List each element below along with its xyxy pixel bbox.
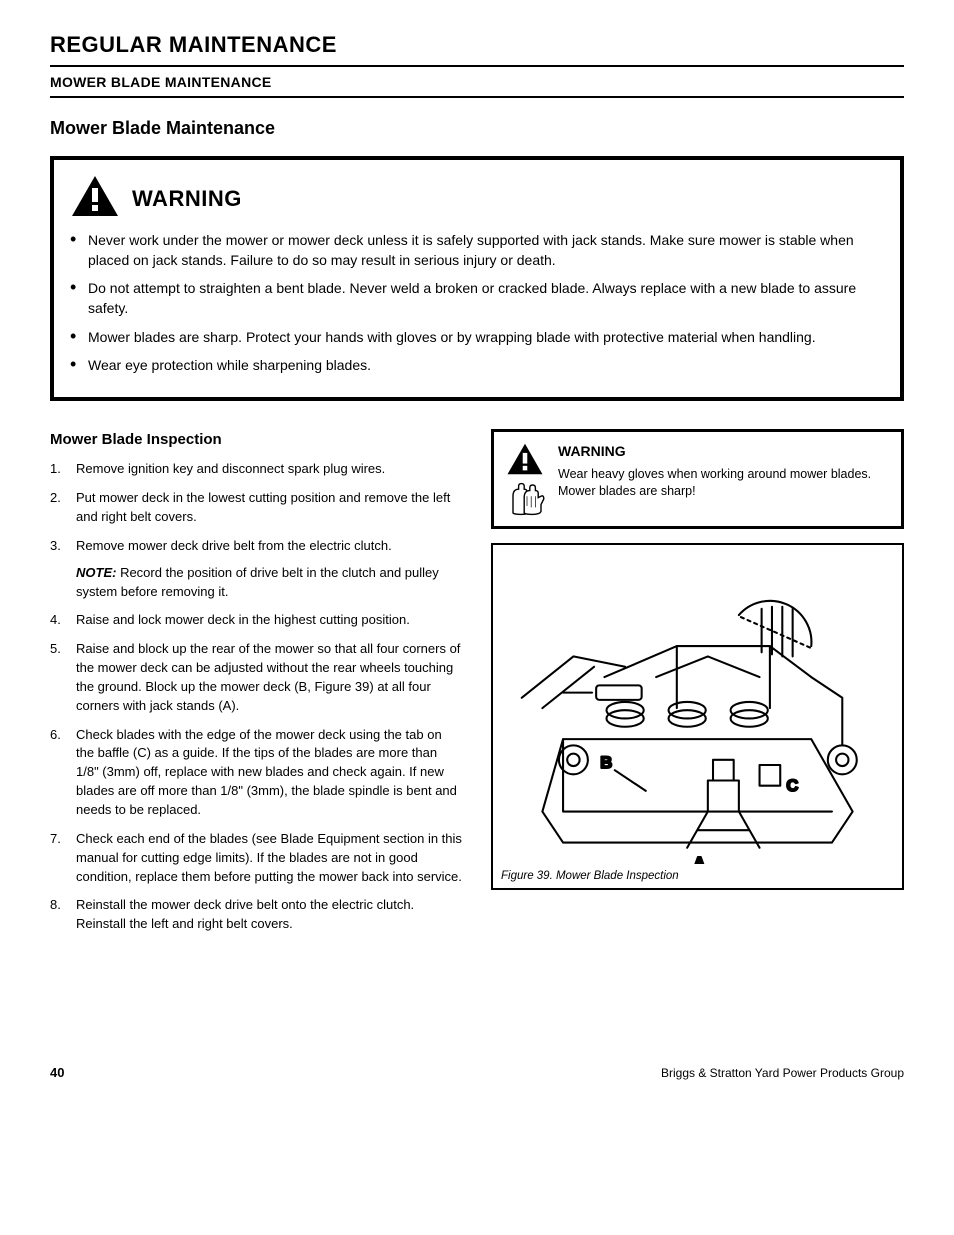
side-warning-body: Wear heavy gloves when working around mo… (558, 466, 889, 500)
gloves-icon (506, 482, 548, 516)
warning-triangle-icon (70, 174, 120, 218)
note: NOTE: Record the position of drive belt … (76, 564, 463, 602)
side-warning-icons (506, 442, 548, 516)
svg-text:B: B (600, 753, 612, 772)
side-warning-box: WARNING Wear heavy gloves when working a… (491, 429, 904, 529)
step-item: Check each end of the blades (see Blade … (50, 830, 463, 887)
two-column-region: Mower Blade Inspection Remove ignition k… (50, 429, 904, 944)
warning-item: Mower blades are sharp. Protect your han… (70, 327, 884, 347)
note-label: NOTE: (76, 565, 116, 580)
warning-box: WARNING Never work under the mower or mo… (50, 156, 904, 402)
step-item: Raise and lock mower deck in the highest… (50, 611, 463, 630)
page-subheader: MOWER BLADE MAINTENANCE (50, 73, 904, 99)
right-column: WARNING Wear heavy gloves when working a… (491, 429, 904, 889)
step-item: Remove ignition key and disconnect spark… (50, 460, 463, 479)
figure-box: A (491, 543, 904, 889)
page-subtitle: MOWER BLADE MAINTENANCE (50, 73, 904, 93)
step-item: Reinstall the mower deck drive belt onto… (50, 896, 463, 934)
warning-item: Never work under the mower or mower deck… (70, 230, 884, 271)
warning-header: WARNING (70, 174, 884, 218)
side-warning-text: WARNING Wear heavy gloves when working a… (558, 442, 889, 499)
svg-text:C: C (786, 776, 798, 795)
warning-item: Do not attempt to straighten a bent blad… (70, 278, 884, 319)
step-item: Check blades with the edge of the mower … (50, 726, 463, 820)
section-title: Mower Blade Maintenance (50, 116, 904, 141)
step-item: Raise and block up the rear of the mower… (50, 640, 463, 715)
page-header: REGULAR MAINTENANCE (50, 30, 904, 67)
left-column: Mower Blade Inspection Remove ignition k… (50, 429, 463, 944)
mower-deck-illustration: A (501, 553, 894, 863)
side-warning-title: WARNING (558, 442, 889, 462)
step-text: Remove mower deck drive belt from the el… (76, 538, 392, 553)
page-title: REGULAR MAINTENANCE (50, 30, 904, 61)
warning-title: WARNING (132, 184, 242, 215)
step-title: Mower Blade Inspection (50, 429, 463, 450)
page-footer: 40 Briggs & Stratton Yard Power Products… (50, 1064, 904, 1082)
warning-triangle-icon (506, 442, 544, 476)
step-item: Put mower deck in the lowest cutting pos… (50, 489, 463, 527)
footer-brand: Briggs & Stratton Yard Power Products Gr… (661, 1065, 904, 1082)
note-text: Record the position of drive belt in the… (76, 565, 439, 599)
warning-item: Wear eye protection while sharpening bla… (70, 355, 884, 375)
warning-list: Never work under the mower or mower deck… (70, 230, 884, 376)
svg-text:A: A (693, 854, 705, 864)
step-item: Remove mower deck drive belt from the el… (50, 537, 463, 602)
figure-caption: Figure 39. Mower Blade Inspection (501, 868, 894, 884)
page-number: 40 (50, 1064, 64, 1082)
step-list: Remove ignition key and disconnect spark… (50, 460, 463, 934)
